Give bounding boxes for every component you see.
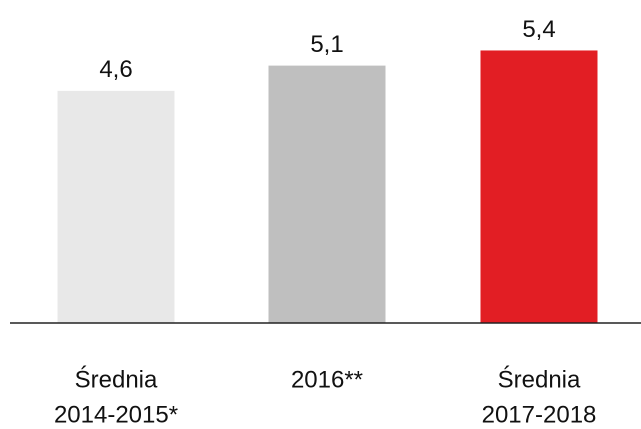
value-label: 4,6 — [99, 56, 132, 83]
x-tick-label: 2014-2015* — [54, 401, 178, 428]
bar — [480, 50, 598, 323]
bar — [268, 65, 386, 323]
x-tick-label: Średnia — [75, 365, 158, 393]
x-tick-label: 2016** — [291, 366, 363, 393]
x-tick-label: Średnia — [498, 365, 581, 393]
value-label: 5,1 — [310, 31, 343, 58]
value-label: 5,4 — [522, 16, 555, 43]
x-tick-label: 2017-2018 — [482, 401, 597, 428]
bar — [57, 90, 175, 323]
